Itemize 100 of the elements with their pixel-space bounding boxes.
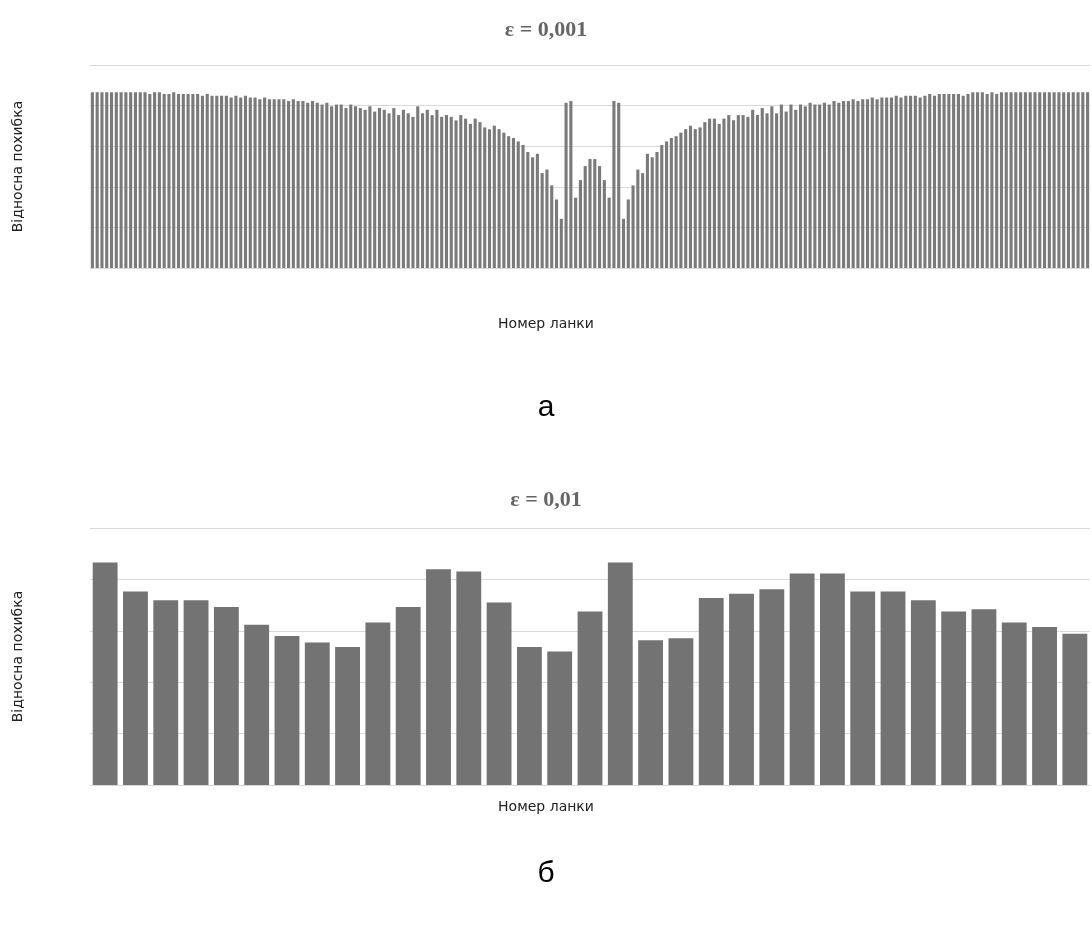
bar bbox=[577, 611, 603, 785]
bar bbox=[941, 611, 967, 785]
bar bbox=[1033, 92, 1037, 268]
bar bbox=[913, 95, 917, 268]
bar bbox=[638, 640, 664, 785]
bar bbox=[301, 101, 305, 268]
bar bbox=[741, 115, 745, 268]
bar bbox=[746, 116, 750, 268]
bar bbox=[274, 635, 300, 785]
bar bbox=[426, 569, 451, 785]
bar bbox=[287, 101, 291, 268]
bar bbox=[315, 102, 319, 268]
bar bbox=[1076, 92, 1080, 268]
bar bbox=[803, 106, 807, 268]
bar bbox=[531, 157, 535, 268]
bar bbox=[486, 602, 512, 785]
bar bbox=[191, 94, 195, 268]
bar bbox=[258, 99, 262, 268]
bar bbox=[511, 137, 515, 268]
bar bbox=[277, 99, 281, 268]
bar bbox=[344, 108, 348, 268]
bar bbox=[550, 185, 554, 268]
bar bbox=[464, 118, 468, 268]
bar bbox=[358, 108, 362, 268]
bar bbox=[910, 600, 936, 785]
bar bbox=[239, 97, 243, 268]
bar bbox=[818, 104, 822, 268]
bar bbox=[377, 108, 382, 268]
bar bbox=[157, 92, 161, 268]
x-axis-title: Номер ланки bbox=[498, 798, 594, 814]
bar bbox=[229, 97, 233, 268]
bar bbox=[420, 113, 425, 268]
bar bbox=[846, 101, 850, 268]
bar bbox=[401, 109, 405, 268]
bar bbox=[990, 92, 994, 268]
bar bbox=[243, 95, 248, 268]
chart-title: ε = 0,01 bbox=[510, 485, 582, 511]
bar bbox=[832, 101, 836, 268]
bar bbox=[909, 95, 913, 268]
bar bbox=[545, 169, 549, 268]
bar bbox=[521, 144, 525, 268]
bar bbox=[535, 153, 539, 268]
bar bbox=[736, 115, 740, 268]
bar bbox=[789, 104, 793, 268]
bar bbox=[626, 199, 630, 268]
bar bbox=[291, 99, 295, 268]
bar bbox=[641, 173, 645, 268]
bar bbox=[636, 169, 640, 268]
text: а bbox=[537, 388, 555, 422]
bar bbox=[822, 102, 826, 268]
bar bbox=[363, 109, 367, 268]
bar bbox=[540, 173, 544, 268]
bar bbox=[598, 166, 602, 268]
bar bbox=[1057, 92, 1061, 268]
bar bbox=[645, 153, 649, 268]
bar bbox=[899, 97, 903, 268]
bar bbox=[889, 97, 893, 268]
bar bbox=[90, 92, 94, 268]
bar bbox=[669, 137, 673, 268]
bar bbox=[1001, 622, 1027, 785]
bar bbox=[224, 95, 228, 268]
bar bbox=[698, 598, 724, 785]
bar bbox=[263, 97, 267, 268]
bar bbox=[679, 132, 683, 268]
bar bbox=[267, 99, 271, 268]
bar bbox=[507, 136, 511, 268]
bar bbox=[365, 622, 391, 785]
bar bbox=[196, 94, 200, 268]
bar bbox=[995, 94, 999, 268]
bar bbox=[456, 571, 482, 785]
bar bbox=[976, 92, 980, 268]
bar bbox=[712, 118, 716, 268]
bar bbox=[985, 94, 989, 268]
bar bbox=[210, 95, 214, 268]
bar bbox=[956, 94, 960, 268]
bar bbox=[1009, 92, 1013, 268]
bar bbox=[612, 101, 616, 268]
bar bbox=[688, 125, 693, 268]
bar bbox=[980, 92, 984, 268]
bar bbox=[808, 102, 812, 268]
bar bbox=[759, 589, 785, 785]
bar bbox=[492, 125, 496, 268]
bar bbox=[547, 651, 573, 785]
bar bbox=[244, 624, 270, 785]
bar bbox=[354, 106, 358, 268]
bar bbox=[368, 106, 372, 268]
bar bbox=[167, 94, 171, 268]
bar bbox=[253, 97, 257, 268]
bar bbox=[708, 118, 712, 268]
bar bbox=[123, 591, 148, 785]
bar bbox=[468, 123, 472, 268]
bar bbox=[751, 109, 755, 268]
bar bbox=[971, 609, 997, 785]
bar bbox=[861, 99, 865, 268]
bar bbox=[875, 99, 879, 268]
bar bbox=[1019, 92, 1023, 268]
bar bbox=[502, 132, 506, 268]
bar bbox=[176, 94, 181, 268]
bar bbox=[153, 92, 157, 268]
bar bbox=[942, 94, 946, 268]
